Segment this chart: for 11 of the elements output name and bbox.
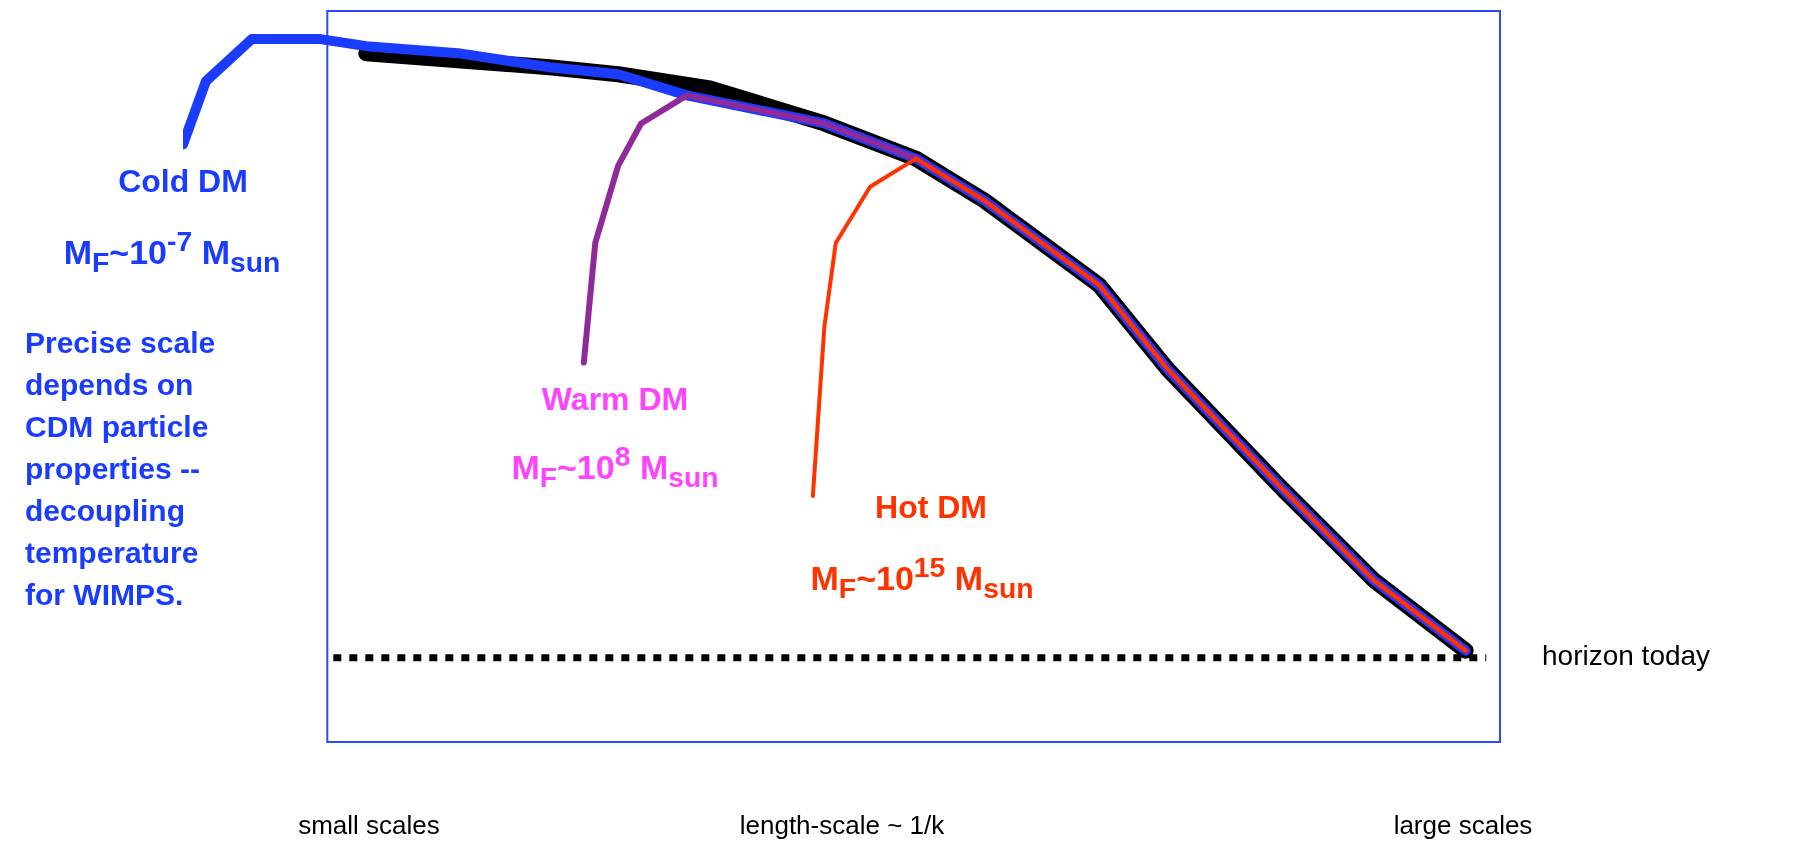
- series-label: Cold DM: [118, 162, 248, 200]
- series-label: Warm DM: [541, 380, 689, 418]
- annotation: Precise scale depends on CDM particle properties -- decoupling temperature for WIMPS.: [25, 325, 216, 613]
- annotation: M$_{F}$~10$^{15}$ M$_{sun}$: [810, 551, 1034, 605]
- series-label: Hot DM: [875, 488, 987, 526]
- ref-line-label: horizon today: [1542, 640, 1711, 672]
- annotation: M$_{F}$~10$^{8}$ M$_{sun}$: [511, 440, 719, 494]
- text: large scales: [1393, 809, 1533, 841]
- x-axis-title: length-scale ~ 1/k: [739, 809, 945, 841]
- text: small scales: [298, 809, 440, 841]
- annotation: M$_{F}$~10$^{-7}$ M$_{sun}$: [63, 225, 281, 279]
